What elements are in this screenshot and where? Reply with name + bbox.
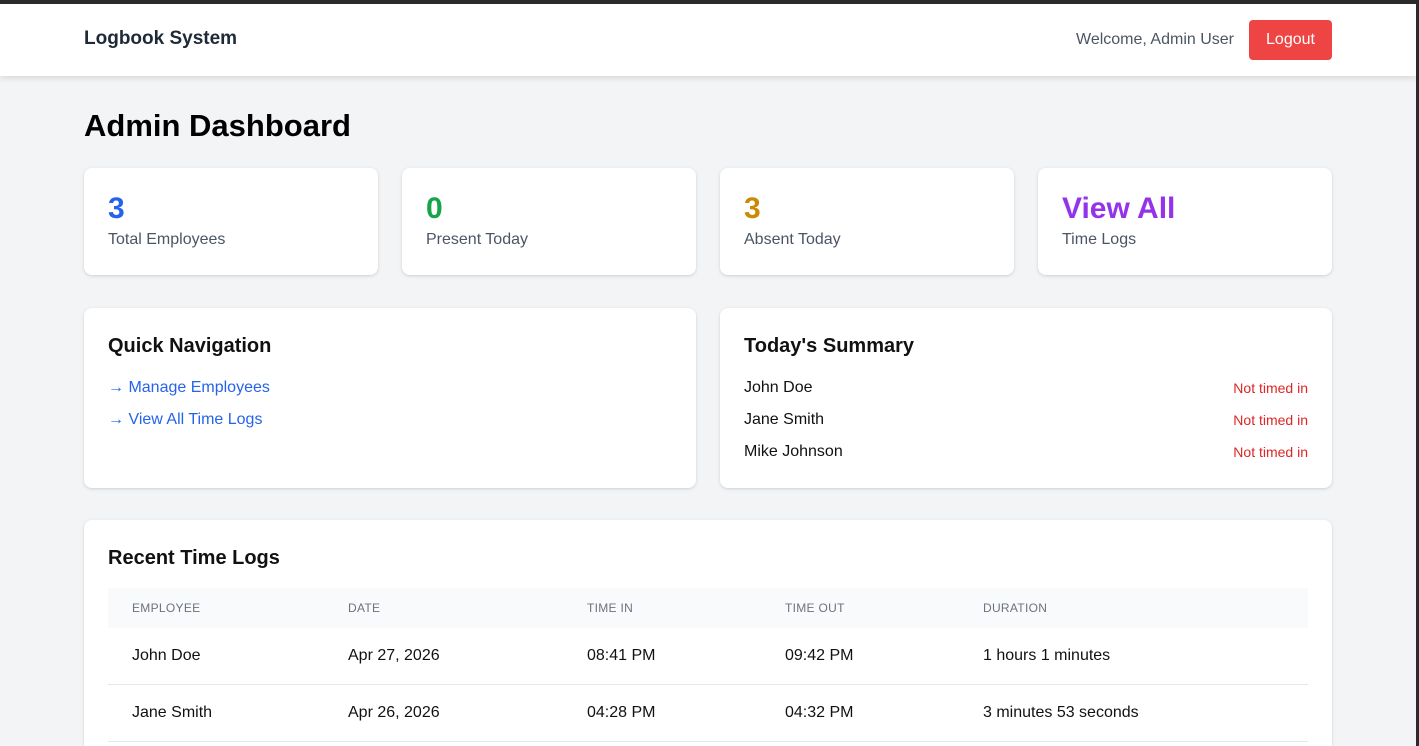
- panel-title: Quick Navigation: [108, 335, 272, 357]
- view-all-link[interactable]: View All: [1062, 192, 1176, 225]
- cell-duration: 1 hours 1 minutes: [983, 647, 1111, 664]
- stat-card-absent-today: 3 Absent Today: [720, 168, 1014, 275]
- page-title: Admin Dashboard: [84, 108, 351, 143]
- panel-title: Recent Time Logs: [108, 547, 280, 569]
- view-all-time-logs-link[interactable]: → View All Time Logs: [108, 411, 263, 428]
- column-header-time-in: Time In: [587, 601, 634, 615]
- cell-time-in: 04:28 PM: [587, 704, 656, 721]
- manage-employees-link[interactable]: → Manage Employees: [108, 379, 270, 396]
- welcome-text: Welcome, Admin User: [1076, 31, 1234, 48]
- window-scrollbar-edge: [1416, 0, 1419, 746]
- stat-card-present-today: 0 Present Today: [402, 168, 696, 275]
- stat-label: Absent Today: [744, 231, 841, 248]
- summary-status: Not timed in: [1233, 380, 1308, 396]
- panel-title: Today's Summary: [744, 335, 914, 357]
- summary-employee-name: Jane Smith: [744, 411, 825, 428]
- table-header: Employee Date Time In Time Out Duration: [108, 588, 1308, 628]
- column-header-time-out: Time Out: [785, 601, 845, 615]
- table-row: John Doe Apr 27, 2026 08:41 PM 09:42 PM …: [108, 628, 1308, 685]
- column-header-employee: Employee: [132, 601, 201, 615]
- todays-summary-panel: Today's Summary John Doe Not timed in Ja…: [720, 308, 1332, 488]
- logout-button[interactable]: Logout: [1249, 20, 1332, 60]
- cell-time-out: 04:32 PM: [785, 704, 854, 721]
- recent-time-logs-panel: Recent Time Logs Employee Date Time In T…: [84, 520, 1332, 746]
- cell-time-in: 08:41 PM: [587, 647, 656, 664]
- stat-card-view-all-time-logs[interactable]: View All Time Logs: [1038, 168, 1332, 275]
- column-header-duration: Duration: [983, 601, 1048, 615]
- stat-value: 3: [108, 192, 125, 225]
- stat-value: 0: [426, 192, 443, 225]
- stat-label: Time Logs: [1062, 231, 1137, 248]
- cell-employee: John Doe: [132, 647, 201, 664]
- cell-time-out: 09:42 PM: [785, 647, 854, 664]
- summary-employee-name: John Doe: [744, 379, 813, 396]
- app-brand[interactable]: Logbook System: [84, 28, 238, 49]
- summary-status: Not timed in: [1233, 444, 1308, 460]
- summary-status: Not timed in: [1233, 412, 1308, 428]
- window-top-border: [0, 0, 1419, 4]
- summary-employee-name: Mike Johnson: [744, 443, 843, 460]
- table-row: Jane Smith Apr 26, 2026 04:28 PM 04:32 P…: [108, 685, 1308, 742]
- cell-employee: Jane Smith: [132, 704, 213, 721]
- top-navbar: Logbook System Welcome, Admin User Logou…: [0, 4, 1416, 76]
- cell-duration: 3 minutes 53 seconds: [983, 704, 1139, 721]
- column-header-date: Date: [348, 601, 381, 615]
- cell-date: Apr 26, 2026: [348, 704, 440, 721]
- stat-label: Present Today: [426, 231, 528, 248]
- stat-label: Total Employees: [108, 231, 226, 248]
- quick-navigation-panel: Quick Navigation → Manage Employees → Vi…: [84, 308, 696, 488]
- cell-date: Apr 27, 2026: [348, 647, 440, 664]
- stat-card-total-employees: 3 Total Employees: [84, 168, 378, 275]
- stat-value: 3: [744, 192, 761, 225]
